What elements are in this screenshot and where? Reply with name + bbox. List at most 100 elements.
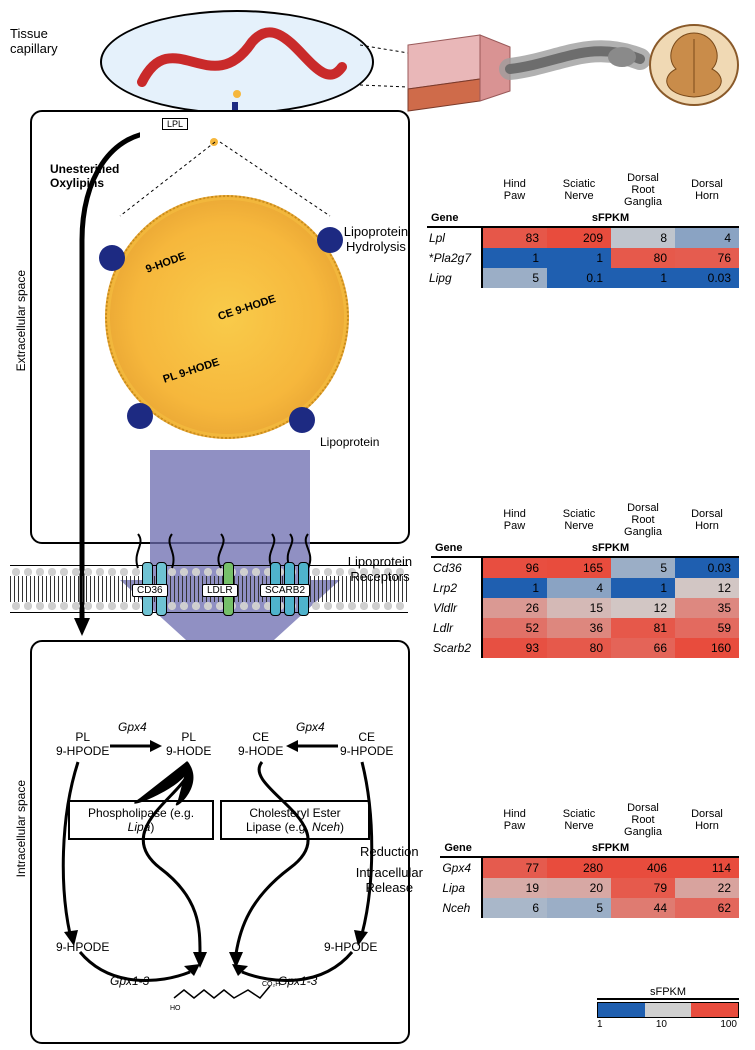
heat-cell: 6 xyxy=(482,898,547,918)
heat-cell: 5 xyxy=(482,268,547,288)
ce-9hode-label: CE 9-HODE xyxy=(238,730,283,758)
heat-table: HindPawSciaticNerveDorsalRootGangliaDors… xyxy=(440,800,739,918)
heat-table-group: LipoproteinReceptorsHindPawSciaticNerveD… xyxy=(431,500,739,658)
gene-cell: Lrp2 xyxy=(431,578,482,598)
heat-cell: 36 xyxy=(547,618,611,638)
arrow-icon xyxy=(282,736,342,756)
color-legend: sFPKM 110100 xyxy=(597,986,739,1030)
heat-cell: 93 xyxy=(482,638,547,658)
lipoprotein-sphere: 9-HODE CE 9-HODE PL 9-HODE xyxy=(105,195,349,439)
heat-cell: 406 xyxy=(611,857,675,878)
heat-table-group: LipoproteinHydrolysisHindPawSciaticNerve… xyxy=(427,170,739,288)
mol-9hode-label: 9-HODE xyxy=(144,250,187,275)
heat-cell: 79 xyxy=(611,878,675,898)
heat-cell: 114 xyxy=(675,857,739,878)
gene-cell: Lipa xyxy=(440,878,482,898)
gpx13-right-label: Gpx1-3 xyxy=(278,974,317,988)
gpx13-left-label: Gpx1-3 xyxy=(110,974,149,988)
heat-cell: 20 xyxy=(547,878,611,898)
legend-title: sFPKM xyxy=(597,986,739,1000)
legend-bar xyxy=(597,1002,739,1018)
heat-cell: 4 xyxy=(547,578,611,598)
svg-text:HO: HO xyxy=(170,1005,181,1012)
intracellular-label: Intracellular space xyxy=(14,780,28,877)
ldlr-label: LDLR xyxy=(202,584,238,597)
section-label: LipoproteinReceptors xyxy=(335,554,425,584)
heat-cell: 80 xyxy=(547,638,611,658)
heat-cell: 35 xyxy=(675,598,739,618)
heat-cell: 59 xyxy=(675,618,739,638)
lipoprotein-dot-icon xyxy=(233,90,241,98)
capillary-ellipse xyxy=(100,10,374,114)
heat-cell: 1 xyxy=(482,248,547,268)
mol-pl9hode-label: PL 9-HODE xyxy=(162,356,221,385)
heat-cell: 0.1 xyxy=(547,268,611,288)
gene-cell: Lpl xyxy=(427,227,482,248)
heat-cell: 1 xyxy=(482,578,547,598)
heat-cell: 165 xyxy=(547,557,611,578)
gene-cell: Gpx4 xyxy=(440,857,482,878)
legend-ticks: 110100 xyxy=(597,1019,737,1030)
gpx4-label: Gpx4 xyxy=(296,720,325,734)
heat-cell: 83 xyxy=(482,227,547,248)
gene-cell: Lipg xyxy=(427,268,482,288)
heat-cell: 4 xyxy=(675,227,739,248)
heat-cell: 44 xyxy=(611,898,675,918)
heat-cell: 1 xyxy=(547,248,611,268)
heat-cell: 62 xyxy=(675,898,739,918)
heat-cell: 26 xyxy=(482,598,547,618)
svg-text:CO₂H: CO₂H xyxy=(262,981,280,988)
gene-cell: Ldlr xyxy=(431,618,482,638)
heat-cell: 5 xyxy=(611,557,675,578)
hpode-right-label: 9-HPODE xyxy=(324,940,377,954)
heat-cell: 96 xyxy=(482,557,547,578)
heat-cell: 1 xyxy=(611,268,675,288)
heat-table-group: ReductionIntracellularReleaseHindPawScia… xyxy=(440,800,739,918)
heat-cell: 12 xyxy=(675,578,739,598)
pl-9hode-label: PL 9-HODE xyxy=(166,730,211,758)
heat-cell: 52 xyxy=(482,618,547,638)
heat-cell: 280 xyxy=(547,857,611,878)
ce-9hpode-label: CE 9-HPODE xyxy=(340,730,393,758)
molecule-9hode-icon: HO CO₂H xyxy=(170,978,280,1012)
heat-cell: 22 xyxy=(675,878,739,898)
scarb2-label: SCARB2 xyxy=(260,584,310,597)
gene-cell: *Pla2g7 xyxy=(427,248,482,268)
heat-cell: 8 xyxy=(611,227,675,248)
cd36-label: CD36 xyxy=(132,584,168,597)
heat-cell: 76 xyxy=(675,248,739,268)
gene-cell: Scarb2 xyxy=(431,638,482,658)
figure-canvas: Tissue capillary Extracellular space LPL… xyxy=(10,10,745,1040)
lipoprotein-label: Lipoprotein xyxy=(320,435,379,449)
heat-cell: 0.03 xyxy=(675,557,739,578)
apolipoprotein-icon xyxy=(289,407,315,433)
mol-ce9hode-label: CE 9-HODE xyxy=(217,293,278,323)
section-label: LipoproteinHydrolysis xyxy=(331,224,421,254)
heat-cell: 5 xyxy=(547,898,611,918)
pl-9hpode-label: PL 9-HPODE xyxy=(56,730,109,758)
gpx4-label: Gpx4 xyxy=(118,720,147,734)
heat-cell: 1 xyxy=(611,578,675,598)
gene-cell: Vldlr xyxy=(431,598,482,618)
heat-cell: 12 xyxy=(611,598,675,618)
heat-cell: 0.03 xyxy=(675,268,739,288)
heat-cell: 66 xyxy=(611,638,675,658)
heat-table: HindPawSciaticNerveDorsalRootGangliaDors… xyxy=(431,500,739,658)
tables-column: LipoproteinHydrolysisHindPawSciaticNerve… xyxy=(410,10,745,1040)
heat-cell: 19 xyxy=(482,878,547,898)
lpl-tag: LPL xyxy=(162,118,188,130)
gene-cell: Cd36 xyxy=(431,557,482,578)
heat-cell: 15 xyxy=(547,598,611,618)
section-label: ReductionIntracellularRelease xyxy=(344,844,434,895)
apolipoprotein-icon xyxy=(127,403,153,429)
heat-cell: 81 xyxy=(611,618,675,638)
heat-cell: 80 xyxy=(611,248,675,268)
hpode-left-label: 9-HPODE xyxy=(56,940,109,954)
heat-table: HindPawSciaticNerveDorsalRootGangliaDors… xyxy=(427,170,739,288)
apolipoprotein-icon xyxy=(99,245,125,271)
heat-cell: 160 xyxy=(675,638,739,658)
arrow-icon xyxy=(106,736,166,756)
heat-cell: 209 xyxy=(547,227,611,248)
tissue-capillary-label: Tissue capillary xyxy=(10,26,58,56)
heat-cell: 77 xyxy=(482,857,547,878)
